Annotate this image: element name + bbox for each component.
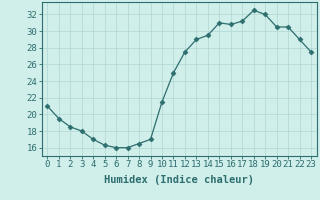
X-axis label: Humidex (Indice chaleur): Humidex (Indice chaleur)	[104, 175, 254, 185]
